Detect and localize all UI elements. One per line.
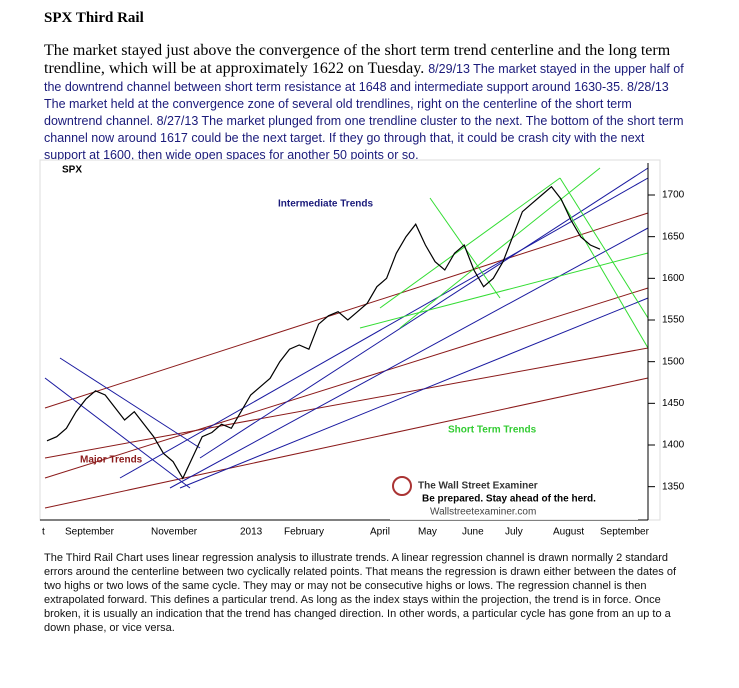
- x-tick-label: September: [65, 527, 115, 538]
- trendlines: [44, 167, 649, 509]
- chart-frame: [39, 159, 661, 521]
- y-tick-label: 1650: [662, 231, 685, 242]
- x-tick-label: February: [284, 527, 324, 538]
- trendline: [59, 357, 201, 449]
- x-labels: t September November 2013 February April…: [42, 527, 650, 538]
- y-tick-label: 1550: [662, 315, 685, 326]
- watermark-icon: [392, 476, 412, 496]
- trendline: [44, 347, 649, 459]
- annotation: Short Term Trends: [448, 425, 537, 436]
- trendline: [179, 297, 649, 489]
- x-tick-label: July: [505, 527, 523, 538]
- x-tick-label: May: [418, 527, 437, 538]
- y-tick-label: 1450: [662, 398, 685, 409]
- x-tick-label: June: [462, 527, 484, 538]
- intro: The market stayed just above the converg…: [44, 42, 684, 163]
- x-tick-label: August: [553, 527, 584, 538]
- trendline: [44, 377, 191, 489]
- x-tick-label: 2013: [240, 527, 263, 538]
- intro-updates: 8/29/13 The market stayed in the upper h…: [44, 62, 684, 162]
- watermark-slogan: Be prepared. Stay ahead of the herd.: [422, 494, 596, 505]
- price-line: [46, 185, 601, 480]
- y-tick-label: 1400: [662, 440, 685, 451]
- x-tick-label: September: [600, 527, 650, 538]
- trendline: [559, 177, 649, 319]
- y-tick-label: 1350: [662, 481, 685, 492]
- y-tick-label: 1700: [662, 190, 685, 201]
- y-tick-label: 1600: [662, 273, 685, 284]
- watermark-box: [390, 470, 638, 520]
- trendline: [399, 167, 601, 329]
- chart: SPX Intermediate Trends Short Term Trend…: [39, 159, 685, 538]
- trendline: [44, 287, 649, 479]
- trendline: [169, 227, 649, 489]
- trendline: [359, 252, 649, 329]
- footer-text: The Third Rail Chart uses linear regress…: [44, 552, 677, 634]
- annotation: Major Trends: [80, 455, 143, 466]
- trendline: [44, 377, 649, 509]
- annotation: Intermediate Trends: [278, 199, 373, 210]
- trendline: [379, 177, 561, 309]
- trendline: [119, 177, 649, 479]
- chart-title: SPX: [62, 165, 82, 176]
- trendline: [199, 167, 649, 459]
- intro-lead: The market stayed just above the converg…: [44, 42, 671, 77]
- x-tick-label: t: [42, 527, 45, 538]
- x-tick-label: April: [370, 527, 390, 538]
- y-tick-label: 1500: [662, 356, 685, 367]
- page-title: SPX Third Rail: [44, 10, 144, 26]
- trendline: [44, 212, 649, 409]
- x-tick-label: November: [151, 527, 198, 538]
- watermark-url: Wallstreetexaminer.com: [430, 507, 536, 518]
- trendline: [559, 197, 649, 349]
- watermark-name: The Wall Street Examiner: [418, 481, 538, 492]
